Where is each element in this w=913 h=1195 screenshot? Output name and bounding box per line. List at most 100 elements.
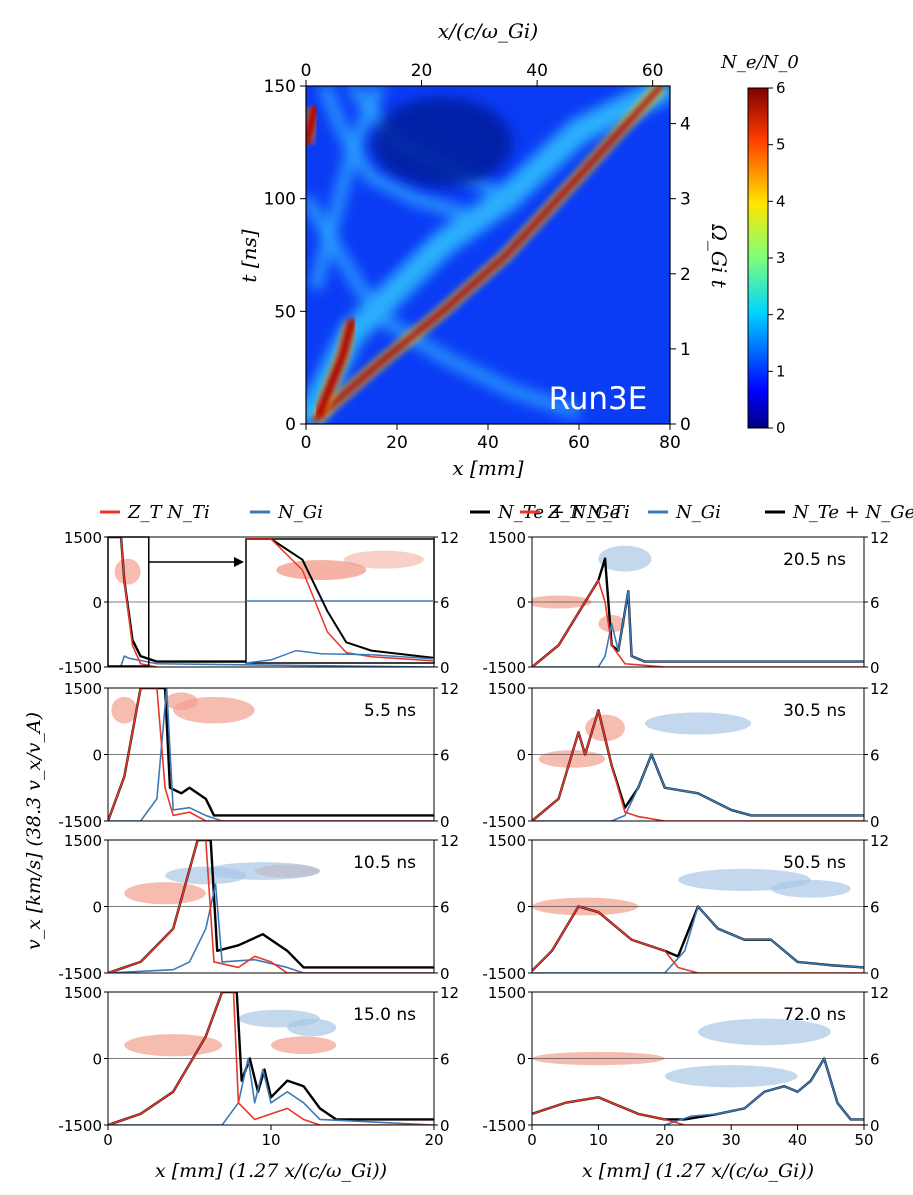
panel-1-0: 20.5 ns-1500015000612 (482, 529, 889, 677)
target-ion-cloud (124, 1034, 222, 1056)
hm-top-xtick-label: 60 (642, 61, 664, 81)
gas-ion-cloud (206, 862, 320, 880)
panel-ytick-label: 0 (92, 594, 102, 612)
target-ion-cloud (111, 697, 137, 724)
panel-right-ytick-label: 12 (440, 680, 459, 698)
hm-top-xtick-label: 40 (526, 61, 548, 81)
heatmap-top-xlabel: x/(c/ω_Gi) (438, 19, 538, 43)
panels-xlabel-right: x [mm] (1.27 x/(c/ω_Gi)) (582, 1160, 814, 1182)
hm-right-ytick-label: 1 (680, 340, 691, 360)
target-ion-cloud (271, 1036, 336, 1054)
gas-ion-cloud (287, 1019, 336, 1037)
target-ion-cloud (115, 559, 141, 585)
panel-xtick-label: 20 (424, 1131, 443, 1149)
panel-right-ytick-label: 0 (440, 965, 450, 983)
panel-ytick-label: 0 (516, 594, 526, 612)
colorbar-tick-label: 2 (776, 306, 786, 324)
inset-target-cloud (344, 551, 424, 569)
hm-right-ytick-label: 4 (680, 115, 691, 135)
panel-ytick-label: -1500 (482, 659, 526, 677)
panel-ytick-label: -1500 (482, 965, 526, 983)
panel-ytick-label: 0 (92, 747, 102, 765)
panel-right-ytick-label: 6 (870, 747, 880, 765)
panels-xlabel-left: x [mm] (1.27 x/(c/ω_Gi)) (155, 1160, 387, 1182)
panel-ytick-label: 0 (92, 899, 102, 917)
panel-ytick-label: 0 (516, 1051, 526, 1069)
panel-right-ytick-label: 12 (440, 984, 459, 1002)
panel-ytick-label: -1500 (482, 813, 526, 831)
panel-right-ytick-label: 0 (870, 659, 880, 677)
hm-xtick-label: 80 (659, 433, 681, 453)
panel-ytick-label: -1500 (58, 1117, 102, 1135)
panel-xtick-label: 30 (722, 1131, 741, 1149)
hm-xtick-label: 20 (386, 433, 408, 453)
colorbar (748, 88, 768, 428)
target-ion-cloud (165, 692, 198, 710)
panel-xtick-label: 0 (103, 1131, 113, 1149)
panel-right-ytick-label: 12 (870, 984, 889, 1002)
panel-time-label: 20.5 ns (783, 550, 846, 570)
hm-ytick-label: 0 (285, 415, 296, 435)
colorbar-tick-label: 1 (776, 362, 786, 380)
panel-right-ytick-label: 6 (870, 1051, 880, 1069)
heatmap-xlabel: x [mm] (452, 456, 523, 480)
hm-top-xtick-label: 0 (301, 61, 312, 81)
colorbar-tick-label: 0 (776, 419, 786, 437)
zoom-arrow-head (234, 557, 244, 567)
panel-ytick-label: 1500 (488, 529, 526, 547)
panel-right-ytick-label: 6 (440, 899, 450, 917)
panel-ytick-label: -1500 (482, 1117, 526, 1135)
panel-right-ytick-label: 0 (440, 813, 450, 831)
panel-time-label: 15.0 ns (353, 1005, 416, 1025)
panel-ytick-label: -1500 (58, 659, 102, 677)
panel-xtick-label: 20 (655, 1131, 674, 1149)
panel-xtick-label: 40 (788, 1131, 807, 1149)
hm-ytick-label: 100 (264, 190, 296, 210)
colorbar-tick-label: 6 (776, 79, 786, 97)
panel-right-ytick-label: 12 (440, 832, 459, 850)
gas-ion-density-curve (108, 1059, 434, 1126)
gas-ion-cloud (645, 712, 751, 734)
panel-ytick-label: -1500 (58, 813, 102, 831)
panel-0-2: 10.5 ns -1500 0 1500 0 6 12 (58, 832, 459, 983)
panel-time-label: 72.0 ns (783, 1005, 846, 1025)
electron-density-curve (532, 907, 864, 971)
hm-ytick-label: 150 (264, 77, 296, 97)
panel-ytick-label: 1500 (488, 984, 526, 1002)
panel-right-ytick-label: 6 (870, 899, 880, 917)
hm-xtick-label: 60 (568, 433, 590, 453)
hm-ytick-label: 50 (274, 302, 296, 322)
panel-ytick-label: 0 (516, 899, 526, 917)
panel-right-ytick-label: 6 (440, 594, 450, 612)
panel-right-ytick-label: 0 (870, 813, 880, 831)
panel-right-ytick-label: 6 (440, 1051, 450, 1069)
hm-xtick-label: 40 (477, 433, 499, 453)
gas-ion-density-curve (532, 907, 864, 974)
target-ion-density-curve (532, 580, 864, 667)
panel-xtick-label: 10 (261, 1131, 280, 1149)
panel-time-label: 5.5 ns (364, 701, 416, 721)
panel-time-label: 30.5 ns (783, 701, 846, 721)
panel-right-ytick-label: 6 (870, 594, 880, 612)
gas-ion-cloud (771, 880, 851, 898)
panel-right-ytick-label: 12 (440, 529, 459, 547)
colorbar-label: N_e/N_0 (720, 52, 799, 73)
gas-ion-cloud (665, 1065, 798, 1087)
hm-top-xtick-label: 20 (411, 61, 433, 81)
target-ion-density-curve (532, 1097, 864, 1125)
hm-xtick-label: 0 (301, 433, 312, 453)
panel-ytick-label: -1500 (58, 965, 102, 983)
panel-right-ytick-label: 12 (870, 832, 889, 850)
panel-time-label: 50.5 ns (783, 853, 846, 873)
panel-ytick-label: 1500 (64, 832, 102, 850)
hm-right-ytick-label: 3 (680, 190, 691, 210)
panel-1-2: 50.5 ns -1500 0 1500 0 6 12 (482, 832, 889, 983)
hm-right-ytick-label: 2 (680, 265, 691, 285)
panel-right-ytick-label: 0 (870, 965, 880, 983)
panel-0-1: 5.5 ns -1500 0 1500 0 6 12 (58, 680, 459, 831)
panel-right-ytick-label: 12 (870, 680, 889, 698)
electron-density-curve (532, 559, 864, 667)
